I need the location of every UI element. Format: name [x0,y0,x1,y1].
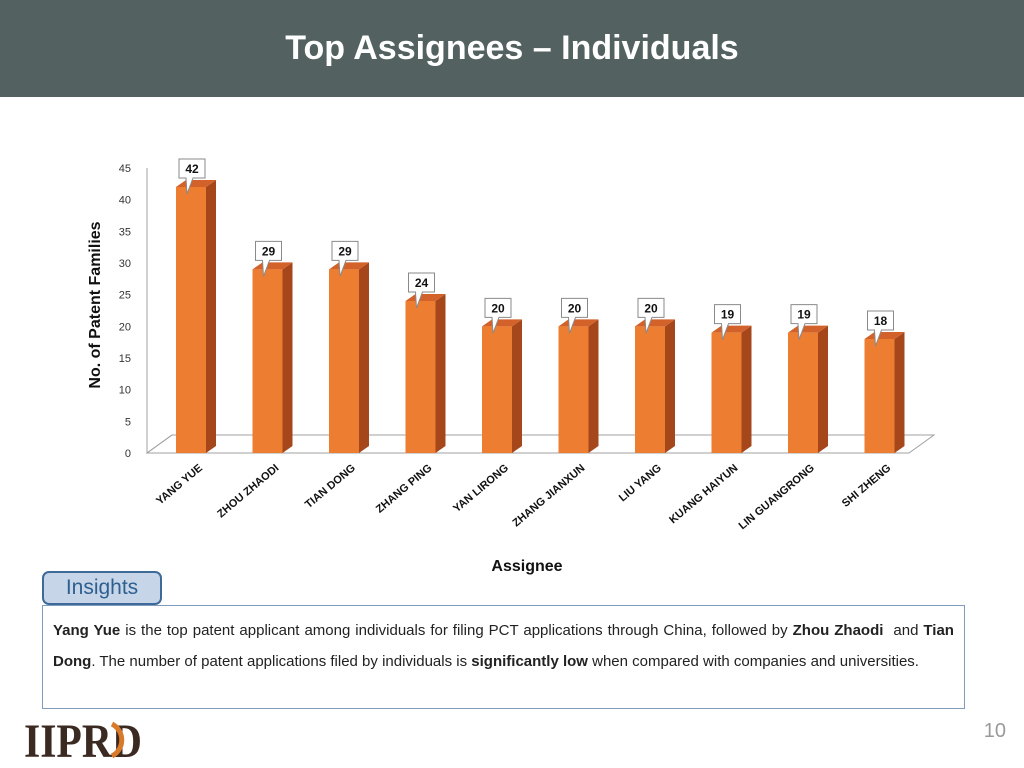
y-tick-label: 25 [119,290,131,302]
bar [176,187,206,453]
y-tick-label: 15 [119,353,131,365]
data-label: 19 [721,308,735,322]
bar [711,332,742,453]
data-label-callout [484,297,512,334]
bar [558,326,589,453]
data-label-callout [178,158,206,195]
x-tick-label: LIN GUANGRONG [737,462,817,532]
x-tick-label: LIU YANG [617,462,664,504]
data-label: 29 [338,244,352,258]
y-tick-label: 5 [125,416,131,428]
insight-text-3: . The number of patent applications file… [91,653,472,670]
bar [252,269,283,453]
y-tick-label: 30 [119,258,131,270]
data-label: 20 [568,301,582,315]
insights-tab: Insights [42,571,162,605]
data-label: 24 [415,276,429,290]
bar-chart: 0 5 10 15 20 25 30 35 40 45 No. of Patent Families… [87,158,936,575]
y-tick-label: 45 [119,163,131,175]
insight-text-1: is the top patent applicant among indivi… [120,622,793,639]
data-label-callout [637,297,665,334]
x-tick-label: YAN LIRONG [451,462,511,515]
data-label: 20 [491,301,505,315]
insight-text-4: when compared with companies and univers… [587,653,919,670]
data-label-callout [255,240,282,277]
bar-side [894,332,905,453]
insight-name-2: Zhou Zhaodi [792,622,884,639]
x-tick-label: TIAN DONG [303,462,358,511]
y-tick-label: 35 [119,226,131,238]
y-tick-label: 20 [119,321,131,333]
data-label-callout [714,304,741,340]
x-tick-label: KUANG HAIYUN [667,462,740,526]
data-label: 42 [185,162,199,176]
data-label-callout [561,297,588,334]
data-label: 29 [262,244,276,258]
floor-edge [146,434,173,454]
bar-side [206,180,216,453]
bar [635,326,665,453]
data-label-callout [408,272,435,309]
insight-emphasis: significantly low [471,653,588,670]
x-tick-label: ZHANG PING [374,462,435,516]
y-tick-label: 0 [125,448,131,460]
bar-side [512,319,522,453]
bar-side [665,319,675,453]
svg-text:IIPRD: IIPRD [24,716,142,762]
data-label-callout [331,240,359,277]
data-label-callout [867,310,894,347]
slide-title: Top Assignees – Individuals [285,29,739,67]
page-number: 10 [983,720,1006,742]
title-bar: Top Assignees – Individuals [0,0,1024,97]
x-axis-title: Assignee [491,558,562,575]
x-tick-label: SHI ZHENG [840,462,894,510]
y-tick-label: 40 [119,195,131,207]
bar [405,301,436,453]
bar-side [588,319,599,453]
x-tick-label: YANG YUE [154,462,205,507]
bar [864,339,895,453]
bar-side [359,262,369,453]
x-tick-label: ZHOU ZHAODI [215,462,281,520]
data-label: 19 [797,308,811,322]
bar [482,326,512,453]
y-axis-title: No. of Patent Families [87,221,104,388]
insight-name-3: Tian Dong [53,622,954,670]
bar-side [741,325,752,453]
bar-side [435,294,446,453]
insights-text: Yang Yue is the top patent applicant amo… [42,605,965,709]
data-label-callout [790,304,818,340]
insight-text-2: and [883,622,924,639]
data-label: 18 [874,314,888,328]
bar-side [818,325,828,453]
insight-lead-name: Yang Yue [53,622,121,639]
bar [788,332,818,453]
x-tick-label: ZHANG JIANXUN [510,462,587,529]
bar-side [282,262,293,453]
data-label: 20 [644,301,658,315]
bar [329,269,359,453]
y-tick-label: 10 [119,385,131,397]
iiprd-logo: IIPRD [24,716,142,762]
